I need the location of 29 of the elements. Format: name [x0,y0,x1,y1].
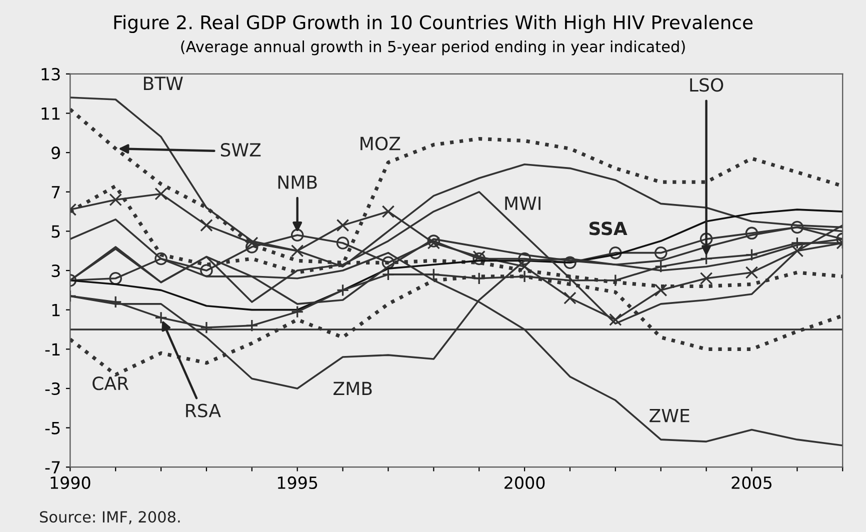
y-tick-label: 13 [42,68,60,81]
chart-subtitle: (Average annual growth in 5-year period ending in year indicated) [181,40,685,56]
annotation: LSO [690,78,724,92]
annotation: BTW [144,76,183,90]
annotation: SWZ [220,143,261,157]
annotation: NMB [278,176,317,189]
x-tick-label: 1995 [278,476,318,490]
annotation: CAR [92,376,129,390]
y-tick-label: 5 [52,225,60,238]
x-tick-label: 1990 [50,476,90,490]
y-tick-label: 3 [52,264,60,278]
annotation: ZMB [334,382,372,396]
x-tick-label: 2000 [504,476,545,490]
annotation: SSA [590,222,628,236]
y-tick-label: -1 [45,343,60,356]
annotation: MWI [505,196,540,210]
annotation: MOZ [360,136,400,150]
y-tick-label: 11 [42,107,60,120]
y-tick-label: -5 [45,422,60,434]
y-tick-label: 7 [52,186,60,198]
source-note: Source: IMF, 2008. [40,511,180,524]
x-tick-label: 2005 [732,476,772,490]
annotation: RSA [186,404,221,418]
y-tick-label: 9 [52,146,60,160]
y-tick-label: 1 [52,304,60,316]
chart-title: Figure 2. Real GDP Growth in 10 Countries With High HIV Prevalence [114,14,753,34]
y-tick-label: -7 [45,461,60,474]
annotation: ZWE [650,408,690,422]
y-tick-label: -3 [45,382,60,396]
